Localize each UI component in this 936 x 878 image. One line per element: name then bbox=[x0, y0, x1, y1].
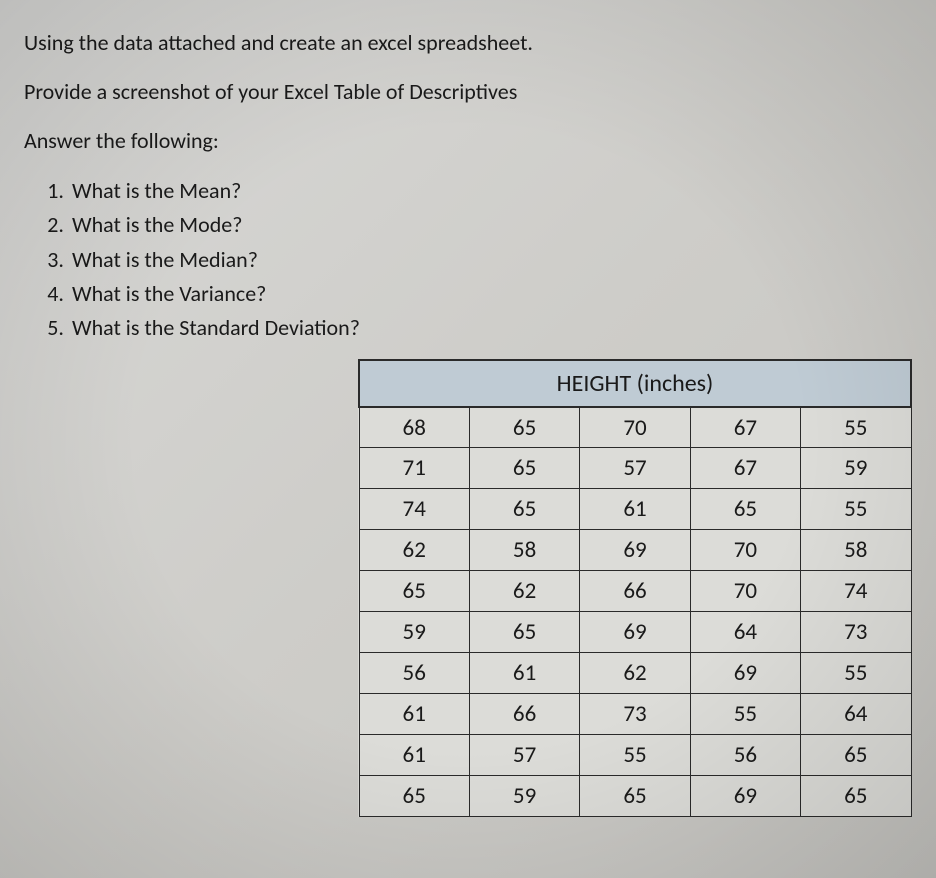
table-cell: 58 bbox=[801, 530, 911, 571]
table-row: 6559656965 bbox=[359, 776, 911, 817]
table-cell: 66 bbox=[580, 571, 690, 612]
table-cell: 56 bbox=[359, 653, 469, 694]
table-cell: 59 bbox=[469, 776, 579, 817]
question-text: What is the Standard Deviation? bbox=[72, 314, 360, 341]
table-row: 6166735564 bbox=[359, 694, 911, 735]
table-cell: 65 bbox=[469, 407, 579, 448]
table-cell: 64 bbox=[690, 612, 800, 653]
instruction-line-1: Using the data attached and create an ex… bbox=[24, 28, 912, 59]
table-cell: 62 bbox=[469, 571, 579, 612]
table-cell: 65 bbox=[359, 571, 469, 612]
question-item: 5.What is the Standard Deviation? bbox=[72, 311, 912, 345]
table-cell: 61 bbox=[359, 694, 469, 735]
table-row: 6258697058 bbox=[359, 530, 911, 571]
instruction-line-2: Provide a screenshot of your Excel Table… bbox=[24, 77, 912, 108]
table-cell: 61 bbox=[359, 735, 469, 776]
table-cell: 61 bbox=[469, 653, 579, 694]
question-item: 2.What is the Mode? bbox=[72, 208, 912, 242]
table-cell: 65 bbox=[469, 612, 579, 653]
table-cell: 67 bbox=[690, 448, 800, 489]
question-number: 5. bbox=[34, 311, 64, 345]
question-text: What is the Mean? bbox=[72, 177, 241, 204]
table-row: 5661626955 bbox=[359, 653, 911, 694]
table-cell: 61 bbox=[580, 489, 690, 530]
height-table: HEIGHT (inches) 686570675571655767597465… bbox=[358, 359, 912, 818]
question-number: 3. bbox=[34, 243, 64, 277]
table-cell: 73 bbox=[580, 694, 690, 735]
questions-list: 1.What is the Mean?2.What is the Mode?3.… bbox=[72, 174, 912, 344]
table-row: 5965696473 bbox=[359, 612, 911, 653]
table-row: 7465616555 bbox=[359, 489, 911, 530]
table-cell: 66 bbox=[469, 694, 579, 735]
question-text: What is the Variance? bbox=[72, 280, 266, 307]
table-cell: 65 bbox=[359, 776, 469, 817]
table-cell: 69 bbox=[690, 653, 800, 694]
table-cell: 69 bbox=[580, 612, 690, 653]
table-cell: 55 bbox=[580, 735, 690, 776]
table-cell: 70 bbox=[690, 571, 800, 612]
question-item: 4.What is the Variance? bbox=[72, 277, 912, 311]
table-row: 7165576759 bbox=[359, 448, 911, 489]
table-cell: 57 bbox=[580, 448, 690, 489]
table-cell: 59 bbox=[359, 612, 469, 653]
table-cell: 70 bbox=[580, 407, 690, 448]
table-cell: 59 bbox=[801, 448, 911, 489]
table-cell: 55 bbox=[801, 653, 911, 694]
table-cell: 55 bbox=[801, 489, 911, 530]
table-cell: 62 bbox=[359, 530, 469, 571]
question-number: 1. bbox=[34, 174, 64, 208]
table-cell: 71 bbox=[359, 448, 469, 489]
table-cell: 55 bbox=[801, 407, 911, 448]
table-cell: 62 bbox=[580, 653, 690, 694]
question-number: 2. bbox=[34, 208, 64, 242]
table-cell: 73 bbox=[801, 612, 911, 653]
table-cell: 67 bbox=[690, 407, 800, 448]
data-table-wrap: HEIGHT (inches) 686570675571655767597465… bbox=[358, 359, 912, 818]
instructions-block: Using the data attached and create an ex… bbox=[24, 28, 912, 156]
question-text: What is the Mode? bbox=[72, 211, 242, 238]
question-item: 1.What is the Mean? bbox=[72, 174, 912, 208]
instruction-line-3: Answer the following: bbox=[24, 126, 912, 157]
table-cell: 68 bbox=[359, 407, 469, 448]
table-cell: 65 bbox=[690, 489, 800, 530]
table-cell: 65 bbox=[801, 776, 911, 817]
table-cell: 65 bbox=[469, 489, 579, 530]
table-cell: 74 bbox=[359, 489, 469, 530]
table-row: 6562667074 bbox=[359, 571, 911, 612]
table-cell: 55 bbox=[690, 694, 800, 735]
table-cell: 65 bbox=[801, 735, 911, 776]
table-row: 6865706755 bbox=[359, 407, 911, 448]
question-number: 4. bbox=[34, 277, 64, 311]
table-cell: 74 bbox=[801, 571, 911, 612]
question-item: 3.What is the Median? bbox=[72, 243, 912, 277]
table-cell: 57 bbox=[469, 735, 579, 776]
table-cell: 64 bbox=[801, 694, 911, 735]
table-cell: 69 bbox=[690, 776, 800, 817]
table-cell: 70 bbox=[690, 530, 800, 571]
question-text: What is the Median? bbox=[72, 246, 258, 273]
table-cell: 56 bbox=[690, 735, 800, 776]
table-header: HEIGHT (inches) bbox=[359, 360, 911, 407]
table-cell: 69 bbox=[580, 530, 690, 571]
table-cell: 65 bbox=[580, 776, 690, 817]
table-row: 6157555665 bbox=[359, 735, 911, 776]
table-cell: 58 bbox=[469, 530, 579, 571]
table-body: 6865706755716557675974656165556258697058… bbox=[359, 407, 911, 817]
table-cell: 65 bbox=[469, 448, 579, 489]
